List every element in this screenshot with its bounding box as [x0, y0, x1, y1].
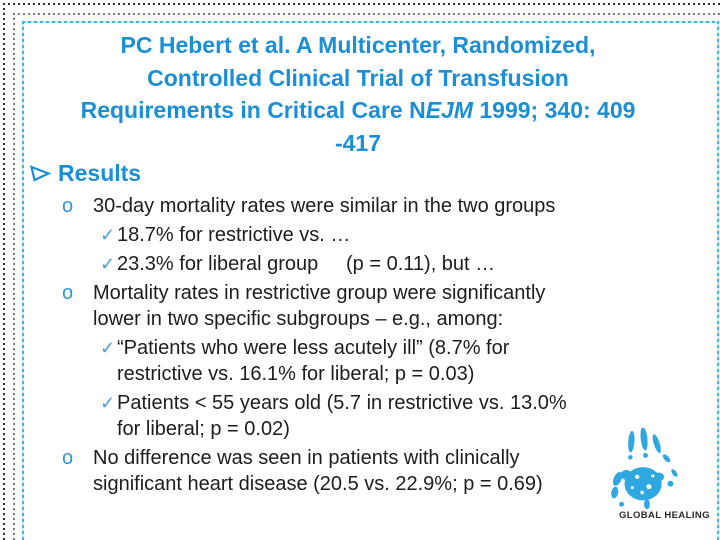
list-item-text: “Patients who were less acutely ill” (8.… [117, 337, 510, 359]
circle-bullet: o [62, 282, 74, 304]
list-item-continuation: for liberal; p = 0.02) [117, 418, 290, 440]
list-item-text: No difference was seen in patients with … [93, 447, 520, 469]
slide-title: PC Hebert et al. A Multicenter, Randomiz… [0, 29, 716, 159]
list-item-continuation: significant heart disease (20.5 vs. 22.9… [93, 473, 543, 495]
title-line-2: Controlled Clinical Trial of Transfusion [147, 64, 569, 91]
list-item-text: 30-day mortality rates were similar in t… [93, 195, 556, 217]
check-bullet: ✓ [100, 338, 116, 358]
placeholder-border-top [22, 21, 719, 23]
outer-dotted-border-top [3, 3, 720, 5]
list-item-text: Patients < 55 years old (5.7 in restrict… [117, 392, 567, 414]
circle-bullet: o [62, 195, 74, 217]
list-item-continuation: lower in two specific subgroups – e.g., … [93, 308, 504, 330]
arrowhead-right-icon [29, 165, 51, 182]
list-item: o No difference was seen in patients wit… [62, 445, 718, 471]
logo-label: GLOBAL HEALING [619, 510, 710, 521]
check-bullet: ✓ [100, 393, 116, 413]
results-heading: Results [29, 160, 141, 187]
global-healing-logo: GLOBAL HEALING [602, 427, 712, 521]
list-item: ✓ “Patients who were less acutely ill” (… [100, 335, 718, 361]
slide-dotted-border-left [13, 13, 15, 540]
check-bullet: ✓ [100, 225, 116, 245]
title-line-3: Requirements in Critical Care NEJM 1999;… [80, 97, 636, 123]
handprint-splat-icon [611, 427, 678, 510]
slide-body: o 30-day mortality rates were similar in… [24, 193, 718, 500]
placeholder-border-left [22, 21, 24, 540]
list-item: ✓ 23.3% for liberal group (p = 0.11), bu… [100, 251, 718, 277]
title-line-4: -417 [334, 129, 382, 156]
outer-dotted-border-left [3, 3, 5, 540]
list-item-text: 23.3% for liberal group (p = 0.11), but … [117, 253, 496, 275]
list-item-text: Mortality rates in restrictive group wer… [93, 282, 546, 304]
placeholder-border-right [717, 21, 719, 540]
list-item: ✓ 18.7% for restrictive vs. … [100, 222, 718, 248]
list-item: o Mortality rates in restrictive group w… [62, 280, 718, 306]
journal-name: EJM [425, 97, 473, 123]
slide-dotted-border-top [13, 13, 720, 15]
circle-bullet: o [62, 447, 74, 469]
list-item-text: 18.7% for restrictive vs. … [117, 224, 351, 246]
results-heading-label: Results [58, 160, 142, 186]
list-item: ✓ Patients < 55 years old (5.7 in restri… [100, 390, 718, 416]
list-item: o 30-day mortality rates were similar in… [62, 193, 718, 219]
check-bullet: ✓ [100, 254, 116, 274]
list-item-continuation: restrictive vs. 16.1% for liberal; p = 0… [117, 363, 475, 385]
title-line-1: PC Hebert et al. A Multicenter, Randomiz… [120, 32, 596, 58]
